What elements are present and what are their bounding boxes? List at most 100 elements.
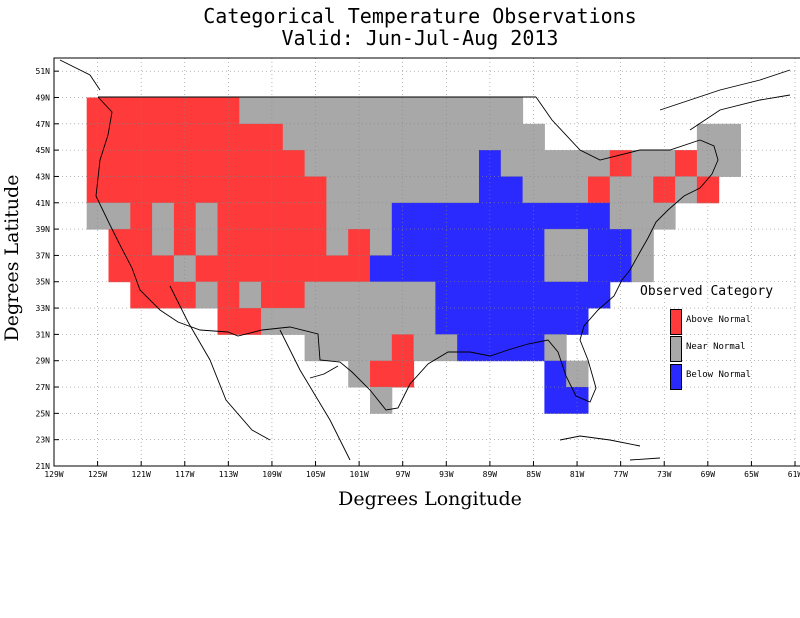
heatmap-cell-near [326,97,349,125]
heatmap-cell-above [217,202,240,230]
legend-swatch-near [670,336,682,362]
heatmap-cell-above [588,176,611,204]
heatmap-cell-near [479,123,502,151]
heatmap-cell-near [522,123,545,151]
x-tick-label: 69W [701,470,716,479]
heatmap-cell-above [86,176,109,204]
heatmap-cell-above [195,176,218,204]
heatmap-cell-near [544,176,567,204]
heatmap-cell-below [457,334,480,362]
heatmap-cell-above [152,255,175,283]
heatmap-cell-near [326,176,349,204]
x-tick-label: 117W [175,470,194,479]
heatmap-cell-above [152,97,175,125]
heatmap-cell-near [457,176,480,204]
heatmap-cell-near [609,202,633,230]
heatmap-cell-below [500,176,524,204]
y-tick-label: 33N [36,304,51,313]
x-tick-label: 77W [613,470,628,479]
heatmap-cell-above [391,334,415,362]
heatmap-cell-near [326,123,349,151]
heatmap-cell-near [304,334,327,362]
heatmap-cell-near [653,202,676,230]
legend-label-above: Above Normal [686,315,752,325]
heatmap-cell-below [479,150,502,177]
heatmap-cell-above [239,202,262,230]
heatmap-cell-above [173,202,197,230]
heatmap-cell-above [239,229,262,256]
x-tick-label: 129W [44,470,63,479]
heatmap-cell-near [370,281,393,309]
heatmap-cell-above [108,229,131,256]
heatmap-cell-near [152,202,175,230]
heatmap-cell-above [195,255,218,283]
heatmap-cell-near [631,229,654,256]
heatmap-cell-above [152,150,175,177]
heatmap-cell-below [522,255,545,283]
heatmap-cell-above [239,255,262,283]
y-tick-label: 45N [36,146,51,155]
heatmap-cell-above [130,176,153,204]
heatmap-cell-below [500,229,524,256]
heatmap-cell-above [217,281,240,309]
heatmap-cell-below [588,229,611,256]
heatmap-cell-near [413,281,436,309]
y-tick-label: 39N [36,225,51,234]
heatmap-cell-above [239,150,262,177]
heatmap-cell-near [391,123,415,151]
heatmap-cell-below [609,229,633,256]
heatmap-cell-near [544,255,567,283]
heatmap-cell-near [457,97,480,125]
heatmap-cell-above [195,97,218,125]
heatmap-cell-near [348,281,371,309]
heatmap-cell-above [217,176,240,204]
heatmap-cell-near [435,123,458,151]
heatmap-cell-near [304,150,327,177]
heatmap-cell-near [348,176,371,204]
heatmap-cell-above [653,176,676,204]
heatmap-cell-near [631,255,654,283]
heatmap-cell-above [282,150,306,177]
heatmap-cell-near [326,281,349,309]
heatmap-cell-above [239,176,262,204]
heatmap-cell-above [130,202,153,230]
x-tick-label: 105W [306,470,325,479]
heatmap-cell-near [457,150,480,177]
plot-frame [53,57,800,467]
heatmap-cell-below [479,176,502,204]
x-tick-label: 125W [88,470,107,479]
heatmap-cell-near [413,123,436,151]
heatmap-cell-above [195,123,218,151]
heatmap-cell-near [304,308,327,335]
heatmap-cell-below [500,255,524,283]
heatmap-cell-near [413,97,436,125]
heatmap-cell-near [304,123,327,151]
heatmap-cell-near [522,150,545,177]
heatmap-cell-near [326,229,349,256]
heatmap-cell-near [239,97,262,125]
heatmap-cell-above [173,150,197,177]
heatmap-cell-near [566,150,589,177]
x-tick-label: 85W [526,470,541,479]
heatmap-cell-below [479,255,502,283]
x-tick-label: 93W [439,470,454,479]
legend-swatch-below [670,364,682,390]
legend-label-near: Near Normal [686,342,746,352]
chart-subtitle: Valid: Jun-Jul-Aug 2013 [281,26,559,50]
y-tick-label: 21N [36,462,51,471]
x-axis-label: Degrees Longitude [338,488,522,510]
heatmap-cell-above [152,123,175,151]
heatmap-cell-below [413,202,436,230]
heatmap-cell-near [609,176,633,204]
heatmap-cell-near [653,150,676,177]
heatmap-cell-near [413,334,436,362]
heatmap-cell-below [522,281,545,309]
legend-swatch-above [670,309,682,335]
legend-title: Observed Category [640,284,774,299]
heatmap-cell-above [130,123,153,151]
heatmap-cell-below [544,281,567,309]
heatmap-cell-below [457,255,480,283]
heatmap-cell-near [522,176,545,204]
heatmap-cell-above [282,281,306,309]
